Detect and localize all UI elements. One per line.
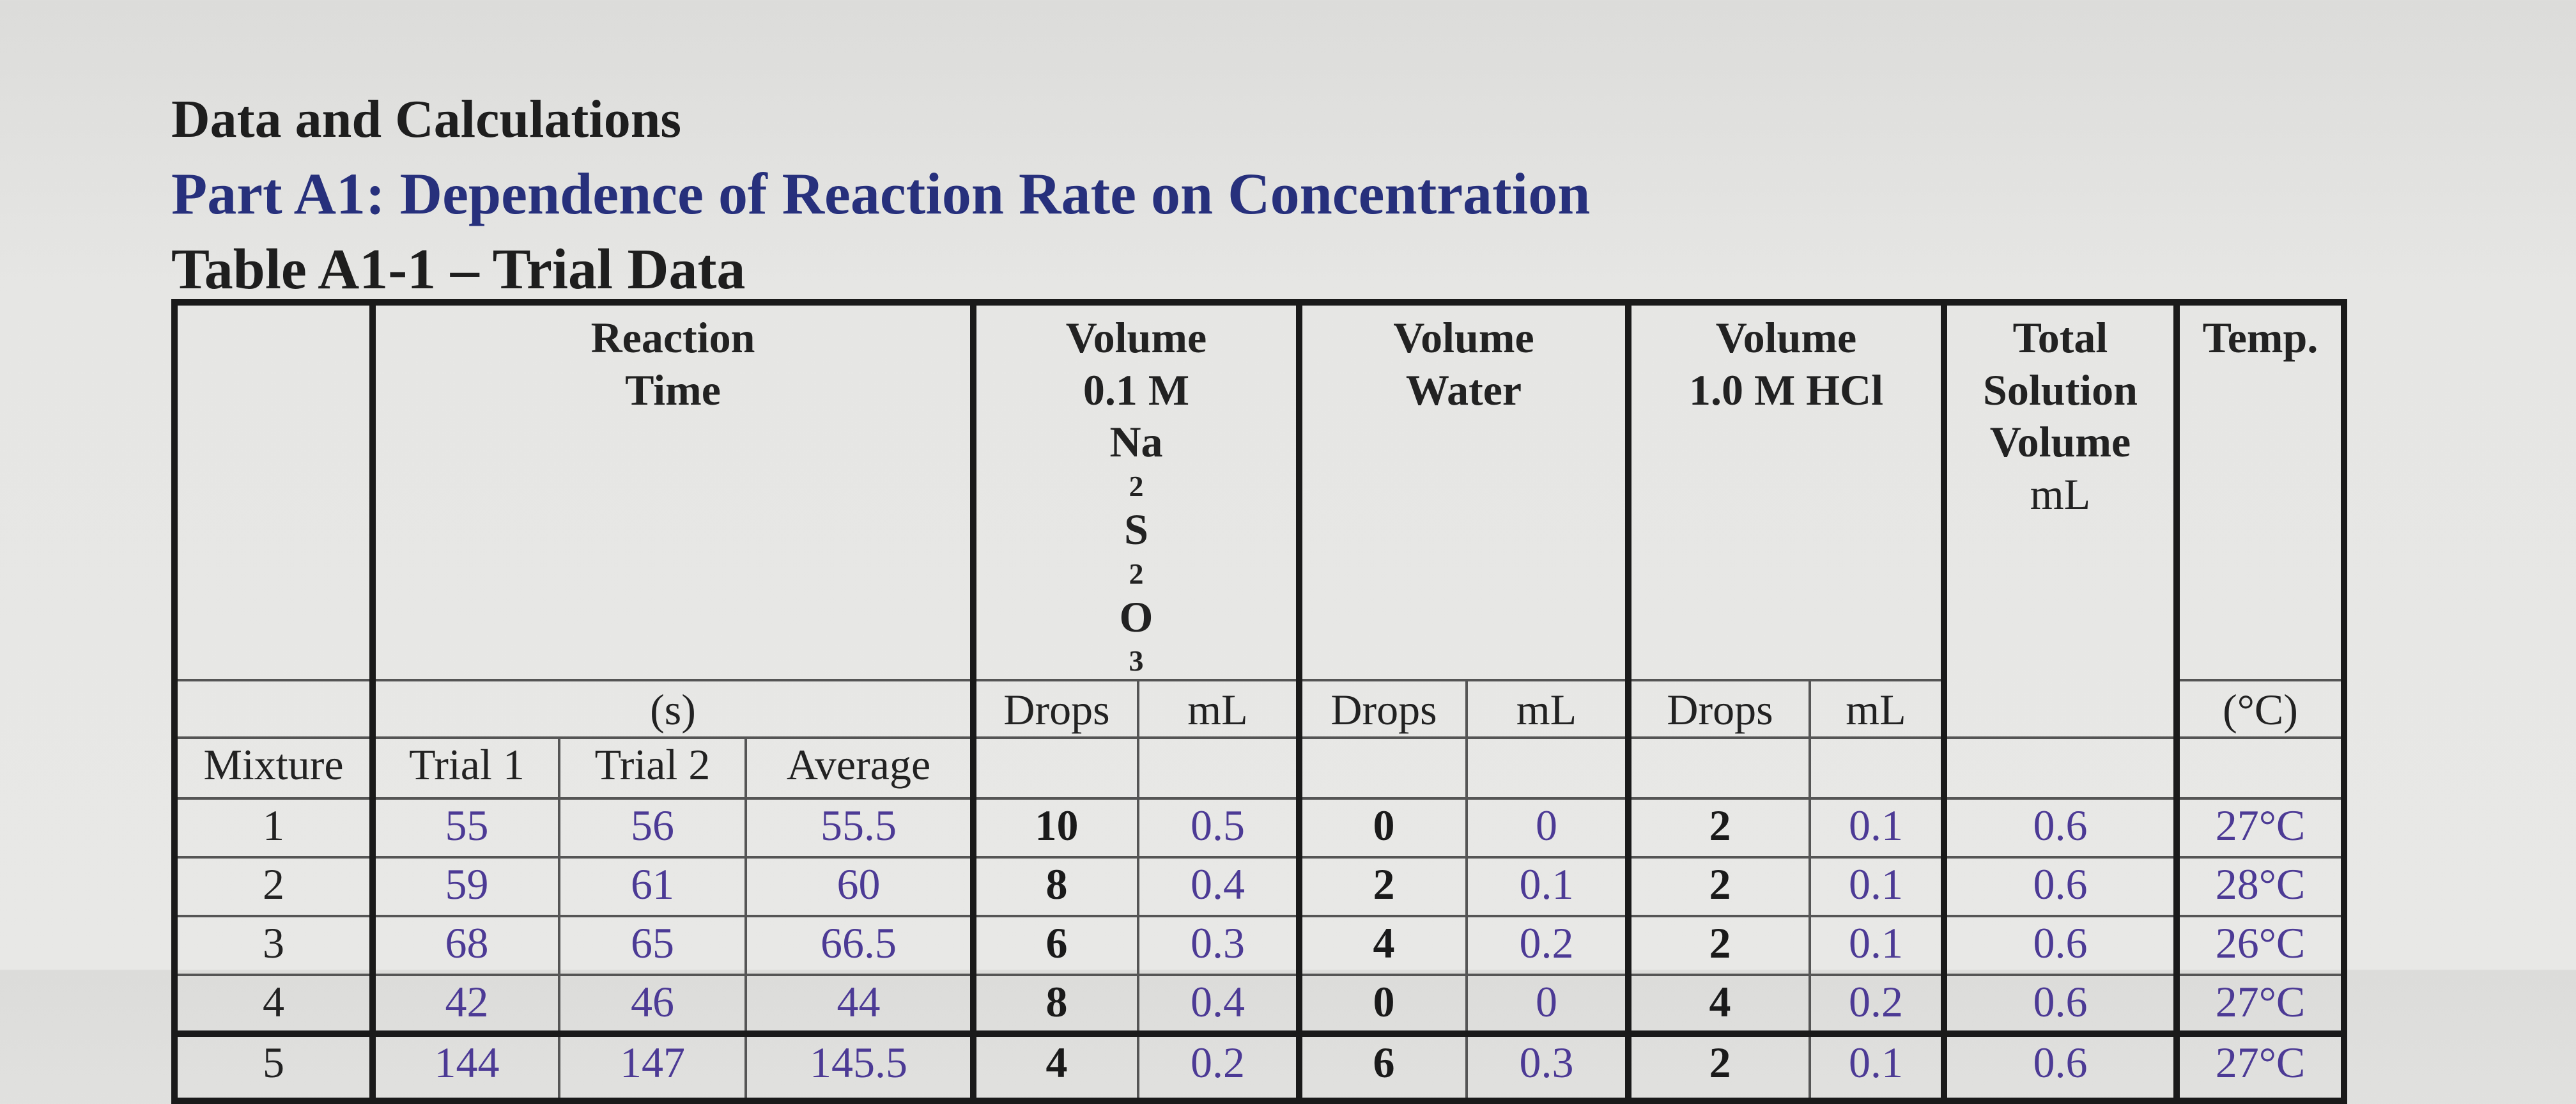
cell-water-ml: 0.2 xyxy=(1465,914,1631,976)
header-row-columns: Mixture Trial 1 Trial 2 Average xyxy=(173,736,2345,800)
cell-hcl-drops: 2 xyxy=(1627,855,1811,917)
cell-hcl-drops: 2 xyxy=(1627,914,1811,976)
table-row: 3 68 65 66.5 6 0.3 4 0.2 2 0.1 0.6 26°C xyxy=(173,914,2345,976)
table-row: 2 59 61 60 8 0.4 2 0.1 2 0.1 0.6 28°C xyxy=(173,855,2345,917)
cell-temp: 28°C xyxy=(2175,855,2345,917)
cell-total-ml: 0.6 xyxy=(1943,1032,2180,1102)
trial-data-table: Reaction Time Volume 0.1 M Na 2 S 2 O 3 Volume W… xyxy=(171,299,2347,1104)
cell-water-drops: 4 xyxy=(1298,914,1468,976)
header-temperature: Temp. xyxy=(2175,301,2345,681)
cell-average: 44 xyxy=(744,973,976,1037)
cell-water-ml: 0 xyxy=(1465,973,1631,1037)
table-title: Table A1-1 – Trial Data xyxy=(171,238,746,301)
cell-trial1: 59 xyxy=(371,855,560,917)
cell-thio-ml: 0.2 xyxy=(1137,1032,1302,1102)
unit-water-ml: mL xyxy=(1465,678,1631,739)
cell-water-ml: 0.1 xyxy=(1465,855,1631,917)
thiosulfate-formula: Na 2 S 2 O 3 xyxy=(1109,417,1163,678)
cell-hcl-drops: 2 xyxy=(1627,1032,1811,1102)
unit-thio-ml: mL xyxy=(1137,678,1302,739)
cell-average: 60 xyxy=(744,855,976,917)
col-average: Average xyxy=(744,736,976,800)
header-reaction-time: Reaction Time xyxy=(371,301,976,681)
cell-water-drops: 0 xyxy=(1298,973,1468,1037)
cell-thio-ml: 0.3 xyxy=(1137,914,1302,976)
cell-temp: 27°C xyxy=(2175,797,2345,859)
cell-thio-ml: 0.4 xyxy=(1137,855,1302,917)
cell-thio-drops: 8 xyxy=(972,973,1139,1037)
unit-hcl-ml: mL xyxy=(1809,678,1947,739)
cell-total-ml: 0.6 xyxy=(1943,797,2180,859)
col-mixture: Mixture xyxy=(173,736,376,800)
cell-trial2: 147 xyxy=(558,1032,747,1102)
cell-trial2: 46 xyxy=(558,973,747,1037)
cell-total-ml: 0.6 xyxy=(1943,973,2180,1037)
cell-thio-ml: 0.5 xyxy=(1137,797,1302,859)
cell-trial1: 144 xyxy=(371,1032,560,1102)
header-row-labels: Reaction Time Volume 0.1 M Na 2 S 2 O 3 Volume W… xyxy=(173,301,2345,739)
cell-average: 145.5 xyxy=(744,1032,976,1102)
cell-water-ml: 0 xyxy=(1465,797,1631,859)
cell-temp: 26°C xyxy=(2175,914,2345,976)
unit-seconds: (s) xyxy=(371,678,976,739)
cell-hcl-drops: 2 xyxy=(1627,797,1811,859)
header-volume-hcl: Volume 1.0 M HCl xyxy=(1627,301,1947,681)
cell-trial2: 56 xyxy=(558,797,747,859)
cell-water-drops: 0 xyxy=(1298,797,1468,859)
cell-thio-ml: 0.4 xyxy=(1137,973,1302,1037)
cell-mixture: 3 xyxy=(173,914,376,976)
cell-water-ml: 0.3 xyxy=(1465,1032,1631,1102)
unit-temp: (°C) xyxy=(2175,678,2345,739)
cell-average: 66.5 xyxy=(744,914,976,976)
unit-water-drops: Drops xyxy=(1298,678,1468,739)
cell-water-drops: 2 xyxy=(1298,855,1468,917)
cell-thio-drops: 8 xyxy=(972,855,1139,917)
cell-temp: 27°C xyxy=(2175,973,2345,1037)
cell-trial1: 55 xyxy=(371,797,560,859)
header-volume-thiosulfate: Volume 0.1 M Na 2 S 2 O 3 xyxy=(972,301,1302,681)
cell-total-ml: 0.6 xyxy=(1943,914,2180,976)
cell-thio-drops: 10 xyxy=(972,797,1139,859)
cell-mixture: 5 xyxy=(173,1032,376,1102)
cell-trial2: 65 xyxy=(558,914,747,976)
unit-thio-drops: Drops xyxy=(972,678,1139,739)
part-title: Part A1: Dependence of Reaction Rate on … xyxy=(171,161,1591,226)
col-trial1: Trial 1 xyxy=(371,736,560,800)
table-row: 4 42 46 44 8 0.4 0 0 4 0.2 0.6 27°C xyxy=(173,973,2345,1037)
cell-hcl-ml: 0.2 xyxy=(1809,973,1947,1037)
cell-mixture: 4 xyxy=(173,973,376,1037)
cell-hcl-ml: 0.1 xyxy=(1809,1032,1947,1102)
section-title: Data and Calculations xyxy=(171,89,682,149)
header-volume-water: Volume Water xyxy=(1298,301,1631,681)
cell-trial1: 68 xyxy=(371,914,560,976)
cell-thio-drops: 6 xyxy=(972,914,1139,976)
unit-hcl-drops: Drops xyxy=(1627,678,1811,739)
col-trial2: Trial 2 xyxy=(558,736,747,800)
cell-trial1: 42 xyxy=(371,973,560,1037)
blank-header-cell xyxy=(173,301,376,681)
cell-temp: 27°C xyxy=(2175,1032,2345,1102)
cell-thio-drops: 4 xyxy=(972,1032,1139,1102)
cell-hcl-drops: 4 xyxy=(1627,973,1811,1037)
cell-trial2: 61 xyxy=(558,855,747,917)
cell-mixture: 2 xyxy=(173,855,376,917)
header-total-volume: Total Solution Volume mL xyxy=(1943,301,2180,739)
table-row: 1 55 56 55.5 10 0.5 0 0 2 0.1 0.6 27°C xyxy=(173,797,2345,859)
table-row: 5 144 147 145.5 4 0.2 6 0.3 2 0.1 0.6 27… xyxy=(173,1032,2345,1102)
header-row-units: (s) Drops mL Drops mL Drops mL (°C) xyxy=(173,678,2345,739)
cell-hcl-ml: 0.1 xyxy=(1809,914,1947,976)
blank-unit-cell xyxy=(173,678,376,739)
cell-average: 55.5 xyxy=(744,797,976,859)
cell-hcl-ml: 0.1 xyxy=(1809,797,1947,859)
cell-mixture: 1 xyxy=(173,797,376,859)
cell-total-ml: 0.6 xyxy=(1943,855,2180,917)
cell-hcl-ml: 0.1 xyxy=(1809,855,1947,917)
cell-water-drops: 6 xyxy=(1298,1032,1468,1102)
